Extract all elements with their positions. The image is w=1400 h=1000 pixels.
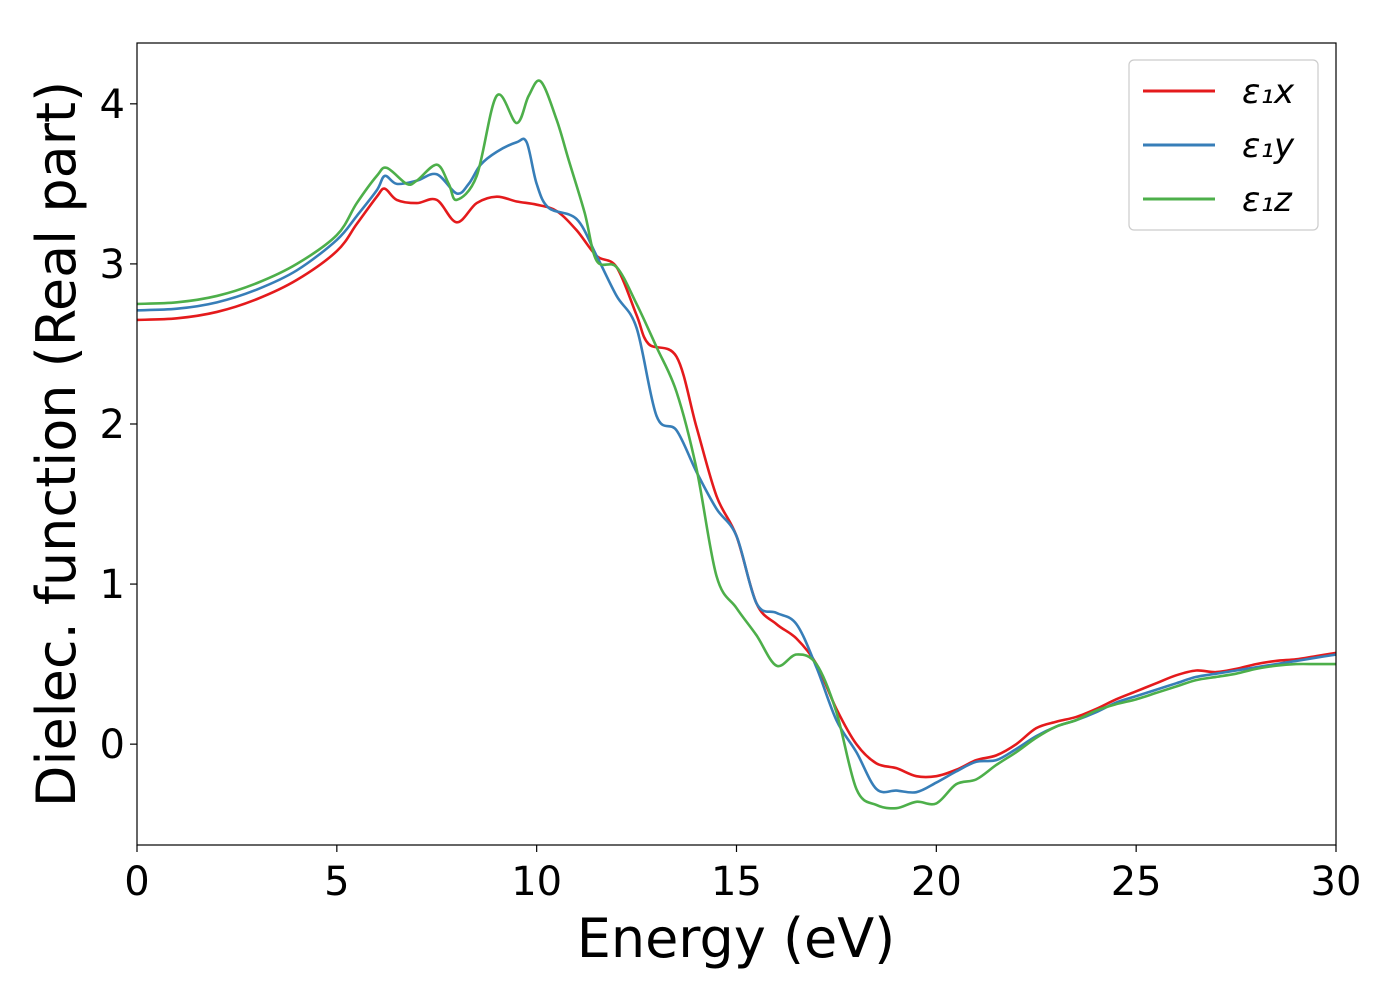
legend-label: ε₁z — [1242, 180, 1293, 220]
series-line-3 — [137, 79, 1336, 810]
y-tick-label: 4 — [100, 82, 125, 128]
legend: ε₁x ε₁y ε₁z — [1128, 59, 1319, 231]
legend-label: ε₁y — [1242, 126, 1295, 166]
x-tick-label: 5 — [324, 859, 349, 905]
y-tick-label: 1 — [100, 562, 125, 608]
y-tick-label: 3 — [100, 242, 125, 288]
series-line-1 — [137, 187, 1336, 779]
y-axis: 0 1 2 3 4 — [100, 82, 137, 768]
y-tick-label: 0 — [100, 722, 125, 768]
x-tick-label: 10 — [511, 859, 562, 905]
x-tick-label: 0 — [124, 859, 149, 905]
legend-label: ε₁x — [1242, 72, 1295, 112]
series-layer — [137, 79, 1336, 810]
x-tick-label: 15 — [711, 859, 762, 905]
x-axis: 0 5 10 15 20 25 30 — [124, 845, 1361, 905]
y-axis-label: Dielec. function (Real part) — [25, 81, 88, 807]
series-line-2 — [137, 137, 1336, 794]
x-tick-label: 25 — [1111, 859, 1162, 905]
y-tick-label: 2 — [100, 402, 125, 448]
x-axis-label: Energy (eV) — [577, 907, 896, 970]
legend-box — [1128, 59, 1319, 231]
x-tick-label: 20 — [911, 859, 962, 905]
x-tick-label: 30 — [1311, 859, 1362, 905]
